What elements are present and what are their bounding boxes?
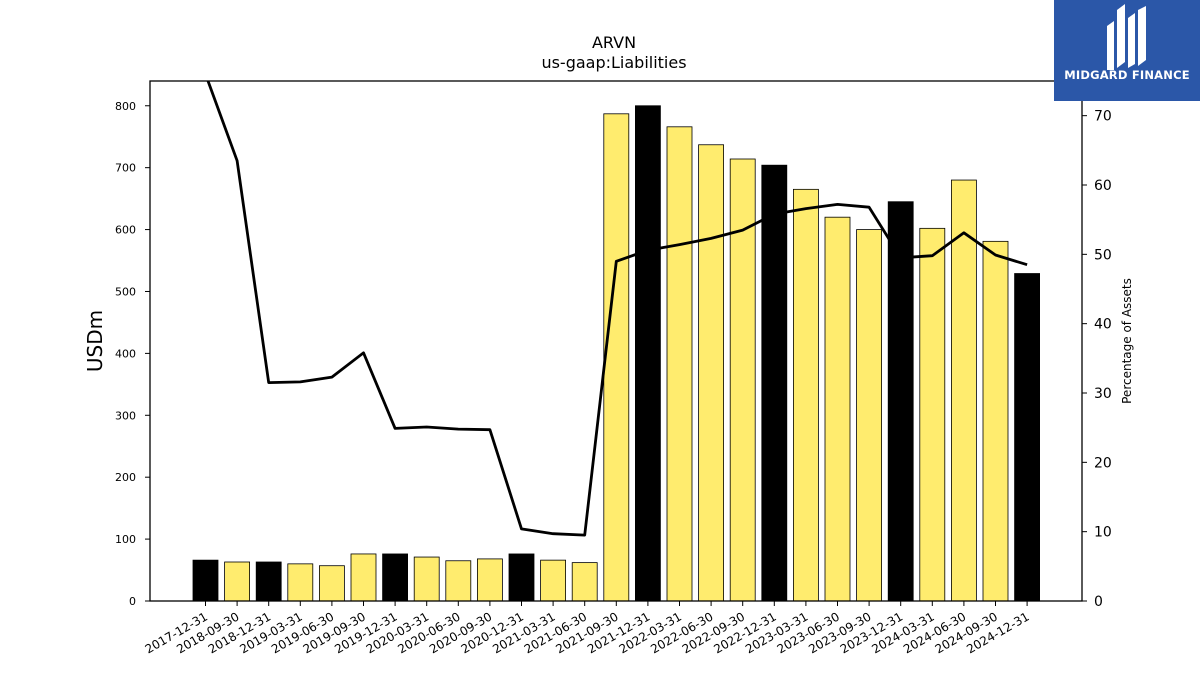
bar [350, 553, 377, 602]
line-pct-assets [206, 81, 1028, 537]
y2-tick-label: 20 [1094, 455, 1112, 471]
bar [571, 562, 598, 602]
y-tick-label: 100 [115, 533, 136, 546]
bar [1014, 273, 1040, 602]
bar [382, 553, 409, 602]
bar [445, 560, 472, 602]
bar [951, 179, 977, 602]
bar [603, 113, 630, 602]
y2-tick-label: 50 [1094, 247, 1112, 263]
bar [919, 227, 946, 602]
bar [761, 164, 788, 602]
bar [793, 188, 819, 602]
y-axis-label: USDm [83, 310, 107, 372]
bar [540, 559, 566, 602]
y2-axis-label: Percentage of Assets [1120, 278, 1134, 404]
y2-tick-label: 60 [1094, 178, 1112, 194]
bar [635, 105, 661, 602]
bar [887, 201, 914, 602]
logo-text: MIDGARD FINANCE [1064, 68, 1190, 82]
y2-tick-label: 10 [1094, 525, 1112, 541]
y-tick-label: 700 [115, 162, 136, 175]
bar [982, 240, 1009, 602]
bar [192, 559, 219, 602]
y2-tick-label: 40 [1094, 317, 1112, 333]
bar [255, 561, 282, 602]
bar-series [192, 105, 1040, 602]
bar [287, 563, 314, 602]
y-tick-label: 300 [115, 409, 136, 422]
bar [476, 558, 503, 602]
bar [508, 553, 535, 602]
bar [698, 144, 724, 602]
y-tick-label: 0 [129, 595, 136, 608]
bar [856, 229, 882, 602]
line-series [206, 81, 1028, 537]
y-tick-label: 500 [115, 285, 136, 298]
bar [824, 216, 851, 602]
y-tick-label: 800 [115, 100, 136, 113]
bar [413, 556, 440, 602]
y-tick-label: 400 [115, 347, 136, 360]
chart-title: ARVN [592, 33, 636, 52]
y-tick-label: 200 [115, 471, 136, 484]
bar [224, 561, 251, 602]
y2-tick-label: 0 [1094, 594, 1103, 610]
chart-subtitle: us-gaap:Liabilities [541, 53, 686, 72]
y2-tick-label: 70 [1094, 109, 1112, 125]
y2-tick-label: 30 [1094, 386, 1112, 402]
bar [666, 126, 693, 602]
bar [318, 565, 345, 602]
brand-logo: MIDGARD FINANCE [1054, 0, 1200, 101]
y-tick-label: 600 [115, 224, 136, 237]
logo-mark-icon [1107, 4, 1146, 70]
